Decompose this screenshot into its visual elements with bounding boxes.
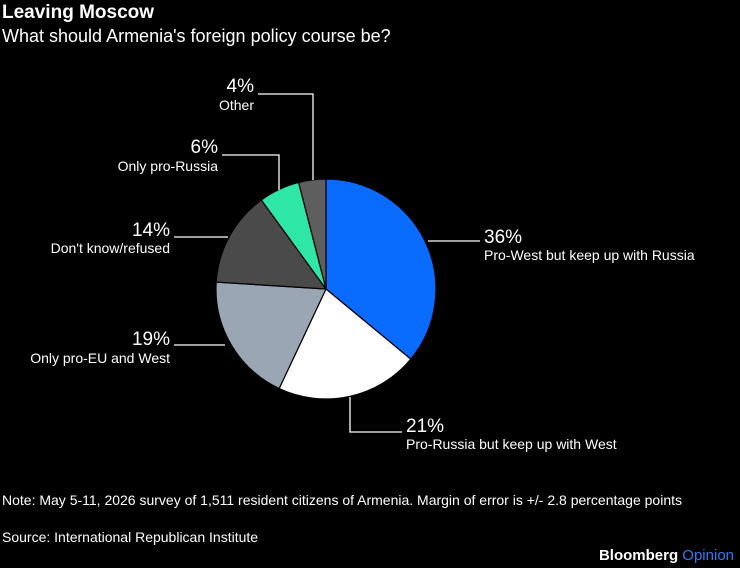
leader-line-5 [258,93,314,180]
slice-percent-label: 4% [227,76,255,97]
pie-slices [215,178,437,400]
brand-name: Bloomberg [598,547,679,564]
slice-percent-label: 19% [132,329,170,350]
pie-slice-5 [297,178,327,290]
chart-title: Leaving Moscow [2,2,155,23]
slice-percent-label: 14% [132,220,170,241]
slice-category-label: Only pro-Russia [118,158,219,174]
pie-slice-0 [325,178,437,360]
pie-chart: 36%Pro-West but keep up with Russia 21%Pr… [30,76,695,452]
slice-percent-label: 36% [484,227,522,248]
pie-slice-3 [215,199,328,290]
source-line: Source: International Republican Institu… [2,529,259,545]
slice-annotations: 36%Pro-West but keep up with Russia 21%Pr… [30,76,695,452]
survey-note: Note: May 5-11, 2026 survey of 1,511 res… [2,492,682,508]
pie-slice-2 [215,281,327,390]
pie-slice-1 [278,288,412,400]
slice-percent-label: 6% [191,137,219,158]
leader-line-1 [349,397,402,433]
slice-percent-label: 21% [406,416,444,437]
chart-subtitle: What should Armenia's foreign policy cou… [2,26,391,46]
brand-logo: Bloomberg Opinion [599,547,734,564]
brand-suffix: Opinion [682,547,734,564]
slice-category-label: Other [219,97,254,113]
slice-category-label: Only pro-EU and West [30,350,170,366]
slice-category-label: Don't know/refused [51,240,170,256]
slice-category-label: Pro-West but keep up with Russia [484,247,695,263]
leader-line-4 [222,154,280,190]
slice-category-label: Pro-Russia but keep up with West [406,436,617,452]
